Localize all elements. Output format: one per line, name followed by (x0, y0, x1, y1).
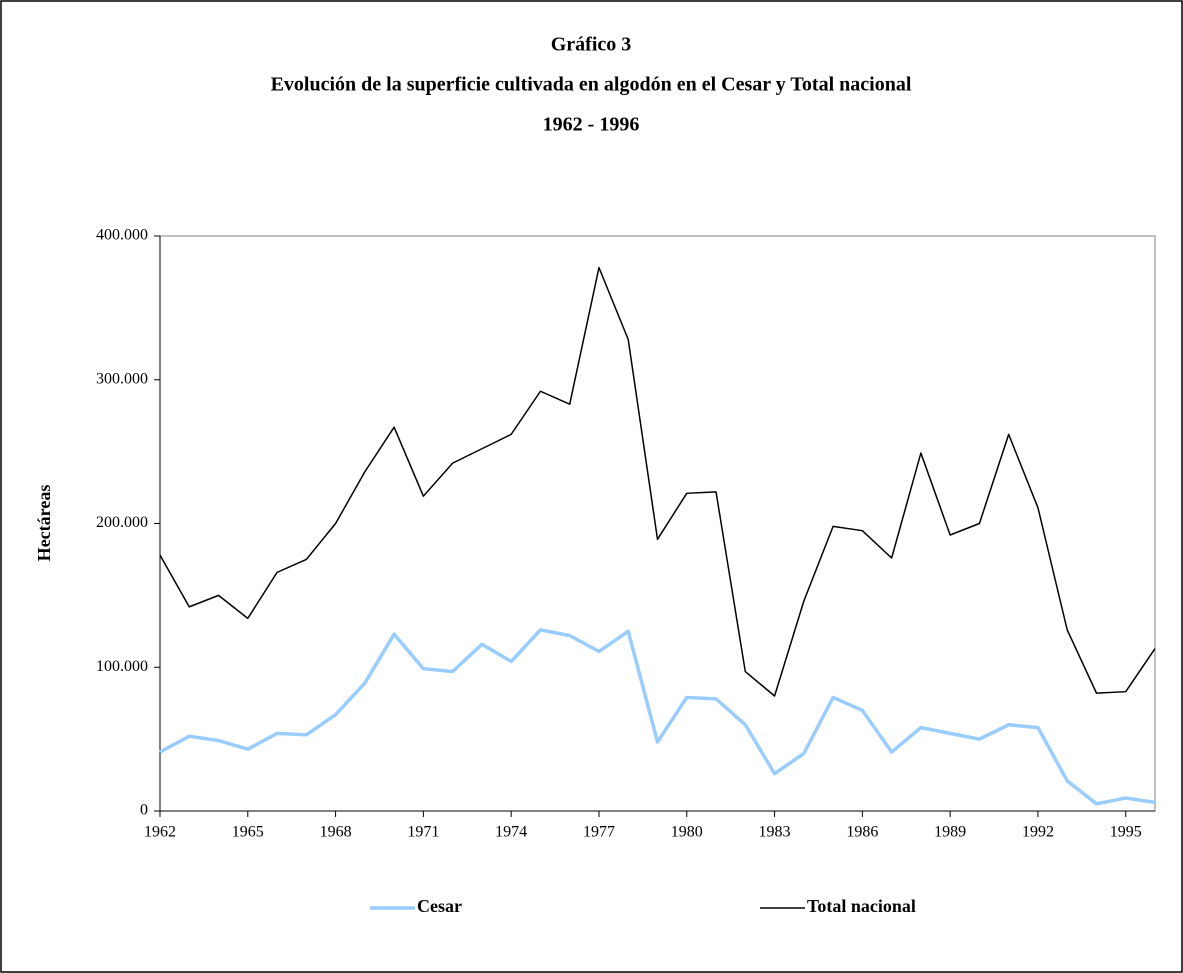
series-line (159, 628, 1156, 806)
chart-title: Gráfico 3 (551, 34, 632, 56)
x-tick-label: 1986 (846, 824, 878, 841)
y-tick-label: 100.000 (96, 658, 148, 675)
y-tick-label: 300.000 (96, 370, 148, 387)
x-tick-label: 1983 (759, 824, 791, 841)
y-tick-label: 200.000 (96, 514, 148, 531)
legend-label: Cesar (417, 896, 462, 916)
y-tick-label: 400.000 (96, 227, 148, 244)
legend-label: Total nacional (807, 896, 916, 916)
series-line (159, 266, 1156, 697)
y-tick-label: 0 (140, 802, 148, 819)
chart-period: 1962 - 1996 (543, 114, 640, 136)
x-tick-label: 1980 (671, 824, 703, 841)
x-tick-label: 1962 (144, 824, 176, 841)
x-tick-label: 1977 (583, 824, 615, 841)
x-tick-label: 1992 (1022, 824, 1054, 841)
chart-subtitle: Evolución de la superficie cultivada en … (271, 74, 912, 96)
x-tick-label: 1995 (1110, 824, 1142, 841)
x-tick-label: 1974 (495, 824, 527, 841)
x-tick-label: 1971 (407, 824, 439, 841)
x-tick-label: 1968 (320, 824, 352, 841)
x-tick-label: 1989 (934, 824, 966, 841)
x-tick-label: 1965 (232, 824, 264, 841)
y-axis-label: Hectáreas (34, 485, 54, 562)
